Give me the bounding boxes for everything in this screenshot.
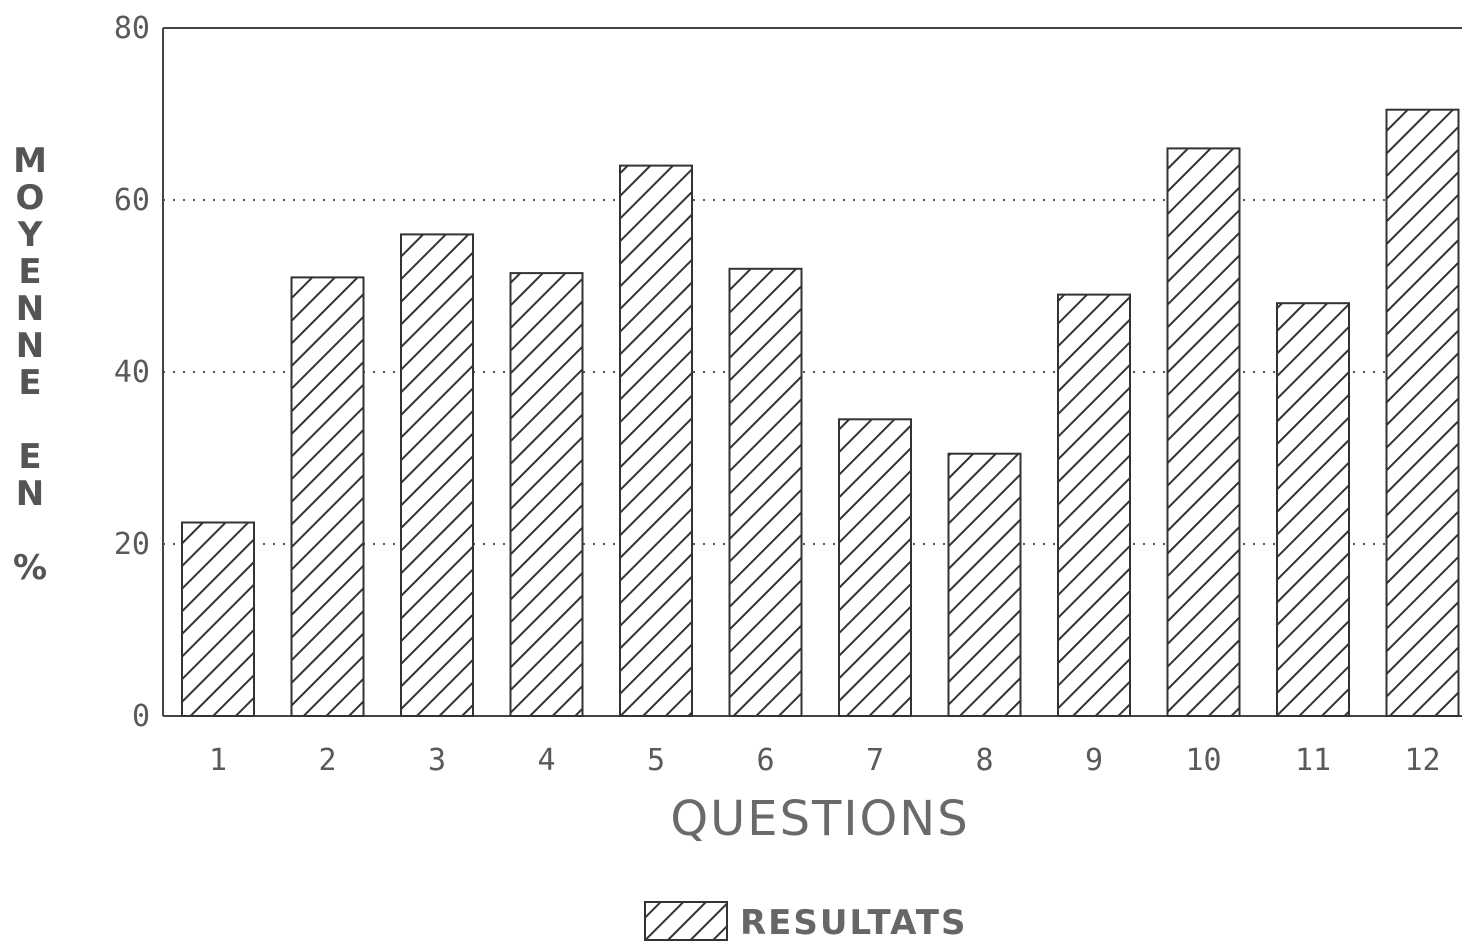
plot-frame [162, 27, 1462, 717]
bar-question-6 [728, 267, 803, 717]
legend-swatch [644, 901, 728, 941]
x-axis-title: QUESTIONS [670, 791, 969, 847]
y-tick-label-60: 60 [114, 183, 150, 218]
legend: RESULTATS [644, 901, 967, 943]
legend-label: RESULTATS [740, 903, 967, 943]
y-tick-label-0: 0 [132, 699, 150, 734]
y-tick-label-20: 20 [114, 527, 150, 562]
bar-question-5 [619, 164, 693, 718]
bar-question-3 [400, 233, 474, 717]
bar-question-7 [838, 418, 912, 717]
bar-question-9 [1057, 293, 1131, 717]
bar-question-1 [181, 521, 255, 717]
x-tick-label-9: 9 [1085, 743, 1103, 778]
x-tick-label-8: 8 [975, 743, 993, 778]
bar-question-2 [290, 276, 365, 717]
y-tick-label-80: 80 [114, 11, 150, 46]
x-tick-label-10: 10 [1185, 743, 1221, 778]
bar-question-12 [1385, 108, 1460, 717]
x-tick-label-6: 6 [756, 743, 774, 778]
bar-question-8 [947, 452, 1022, 717]
y-tick-labels: 0 20 40 60 80 [114, 11, 150, 734]
x-tick-labels: 1 2 3 4 5 6 7 8 9 10 11 12 [209, 743, 1441, 778]
x-tick-label-11: 11 [1295, 743, 1331, 778]
y-tick-label-40: 40 [114, 355, 150, 390]
x-tick-label-3: 3 [428, 743, 446, 778]
x-tick-label-5: 5 [647, 743, 665, 778]
x-tick-label-7: 7 [866, 743, 884, 778]
bar-question-10 [1166, 147, 1241, 717]
x-tick-label-2: 2 [318, 743, 336, 778]
bars [181, 108, 1460, 718]
x-tick-label-1: 1 [209, 743, 227, 778]
bar-question-11 [1276, 302, 1350, 717]
x-tick-label-12: 12 [1404, 743, 1440, 778]
bar-question-4 [509, 272, 584, 717]
x-tick-label-4: 4 [537, 743, 555, 778]
